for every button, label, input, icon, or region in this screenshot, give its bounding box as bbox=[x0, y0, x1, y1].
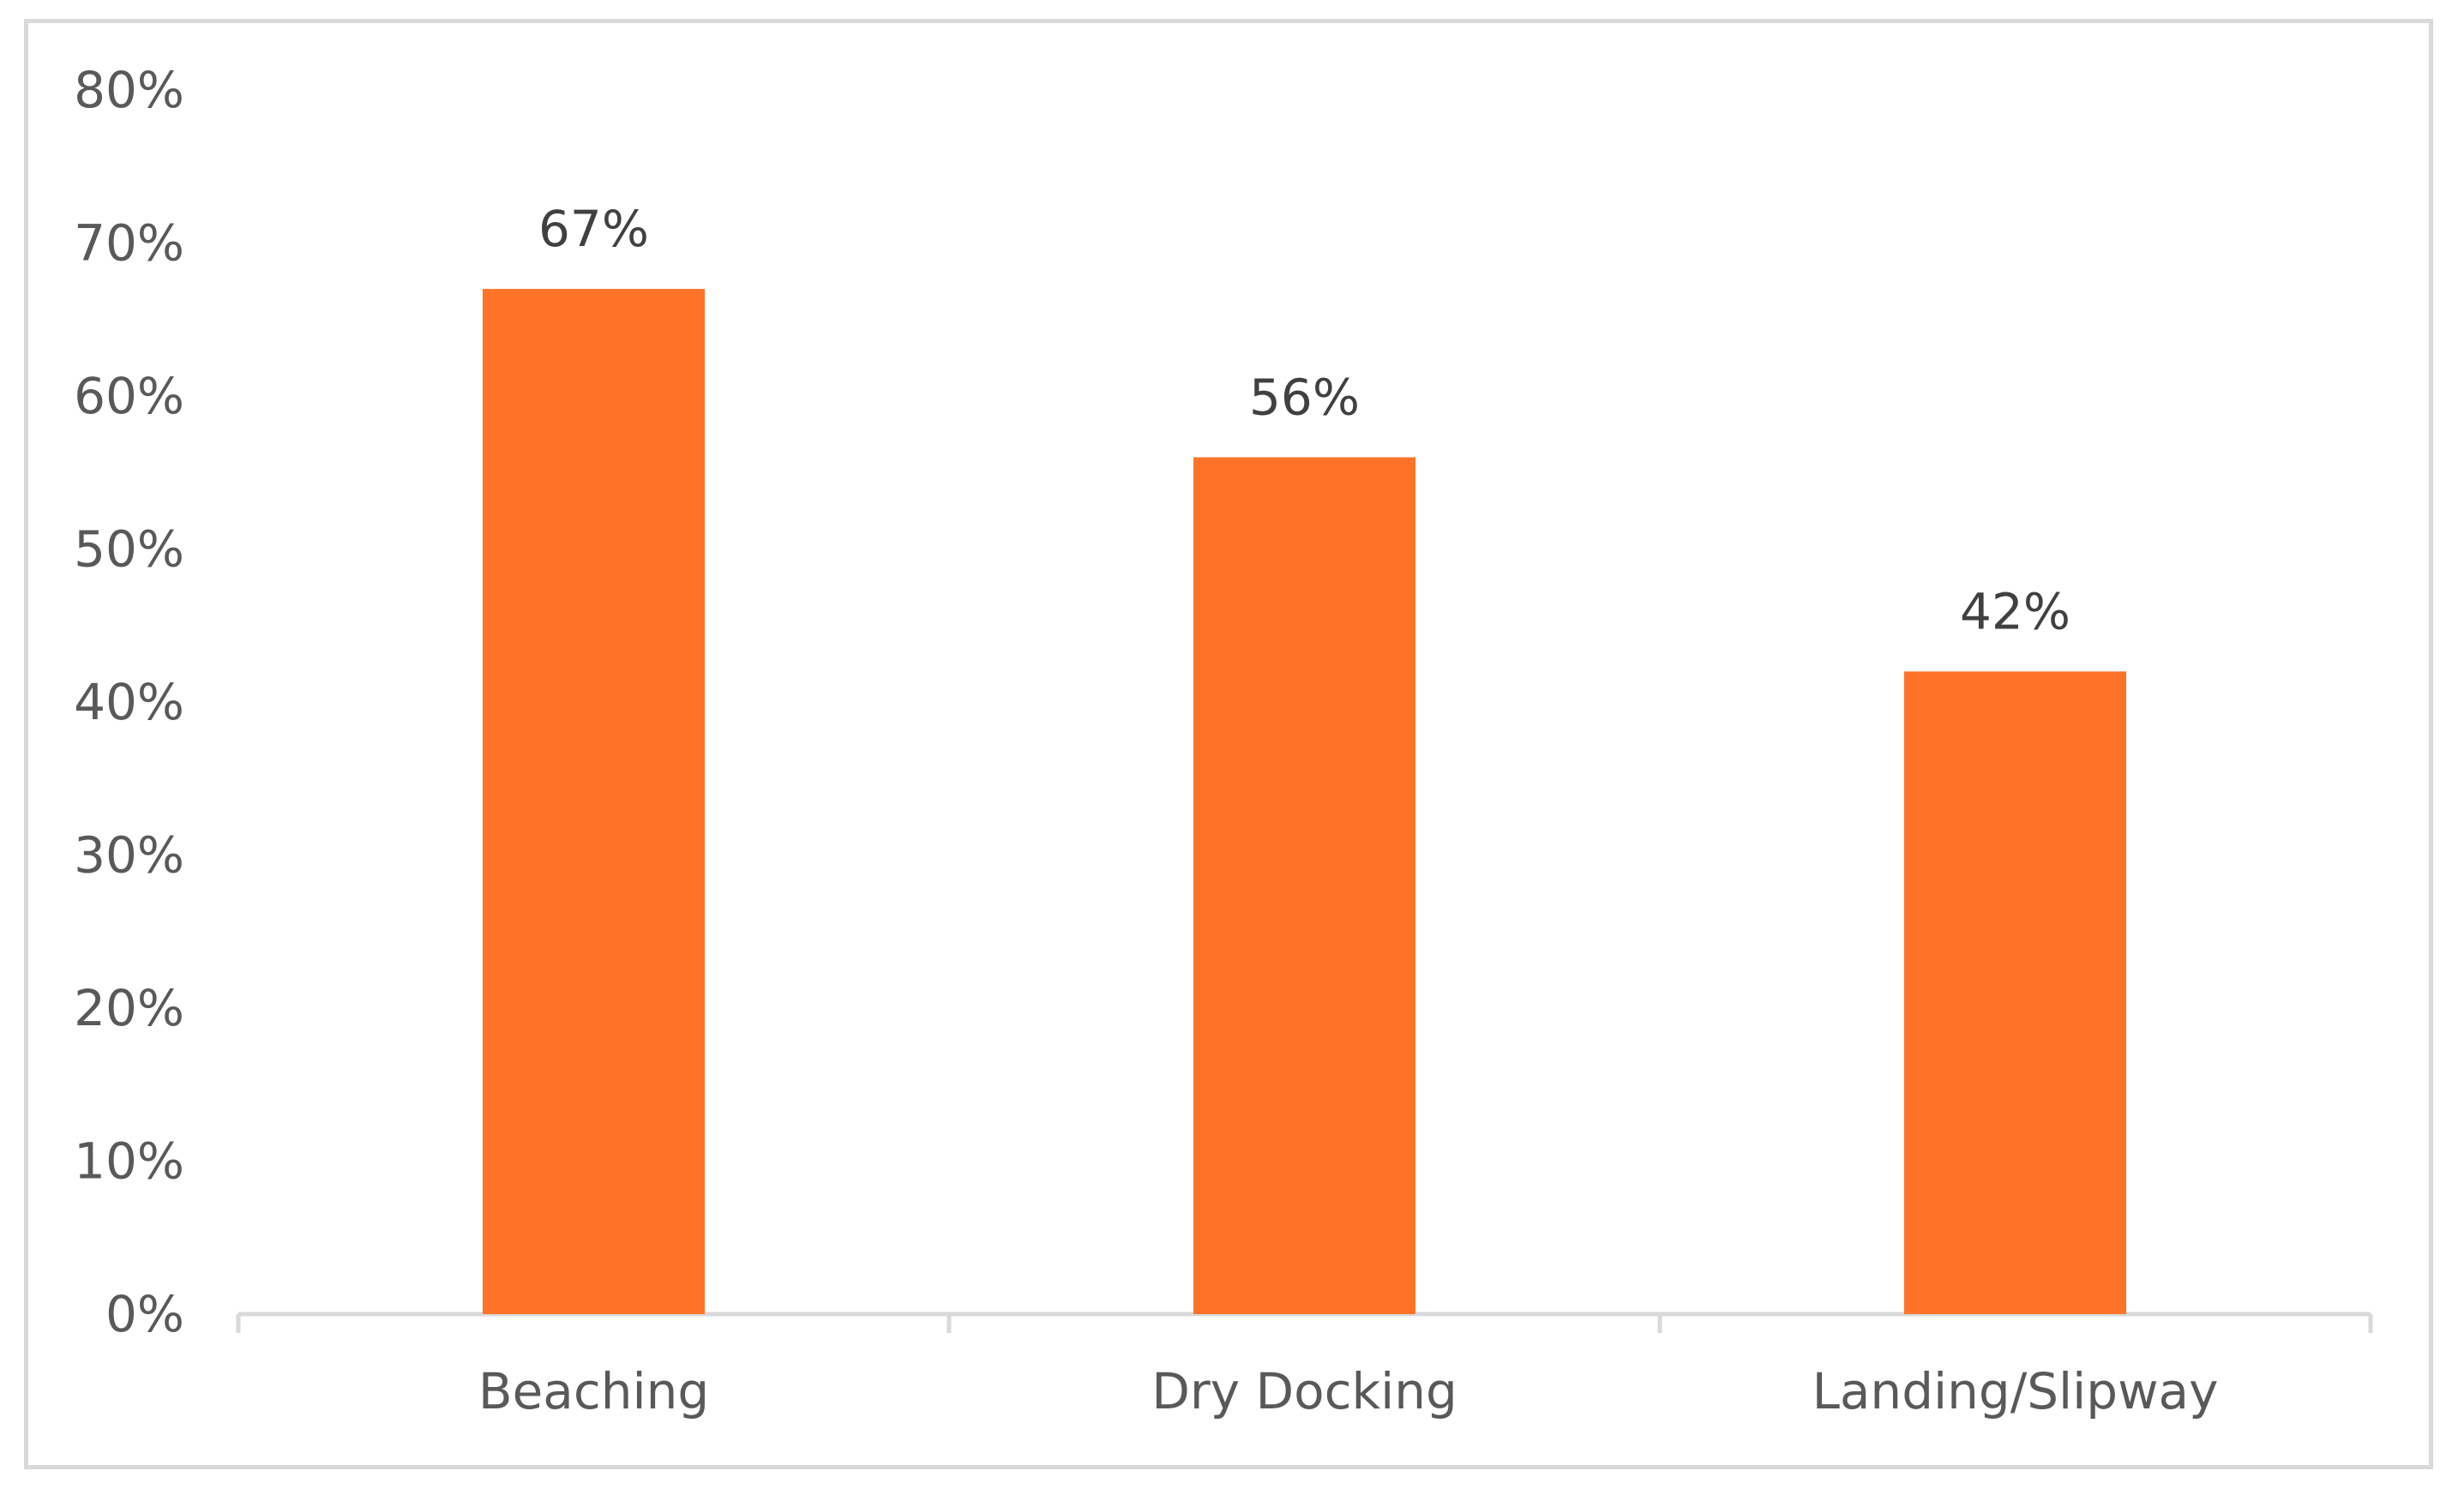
bar-beaching bbox=[482, 289, 706, 1314]
x-category-label: Landing/Slipway bbox=[1812, 1362, 2219, 1420]
bar-landing-slipway bbox=[1903, 671, 2127, 1314]
data-label: 56% bbox=[1249, 368, 1360, 426]
y-tick-label: 80% bbox=[74, 61, 184, 119]
y-tick-label: 10% bbox=[74, 1132, 184, 1191]
y-tick-label: 70% bbox=[74, 214, 184, 273]
y-tick-label: 30% bbox=[74, 826, 184, 885]
y-tick-label: 40% bbox=[74, 673, 184, 731]
y-tick-label: 20% bbox=[74, 979, 184, 1037]
bar-dry-docking bbox=[1193, 457, 1416, 1314]
x-category-label: Beaching bbox=[478, 1362, 709, 1420]
x-category-label: Dry Docking bbox=[1151, 1362, 1457, 1420]
data-label: 67% bbox=[538, 200, 649, 258]
data-label: 42% bbox=[1960, 582, 2070, 640]
y-tick-label: 50% bbox=[74, 520, 184, 579]
y-tick-label: 60% bbox=[74, 367, 184, 425]
y-tick-label: 0% bbox=[105, 1285, 184, 1343]
